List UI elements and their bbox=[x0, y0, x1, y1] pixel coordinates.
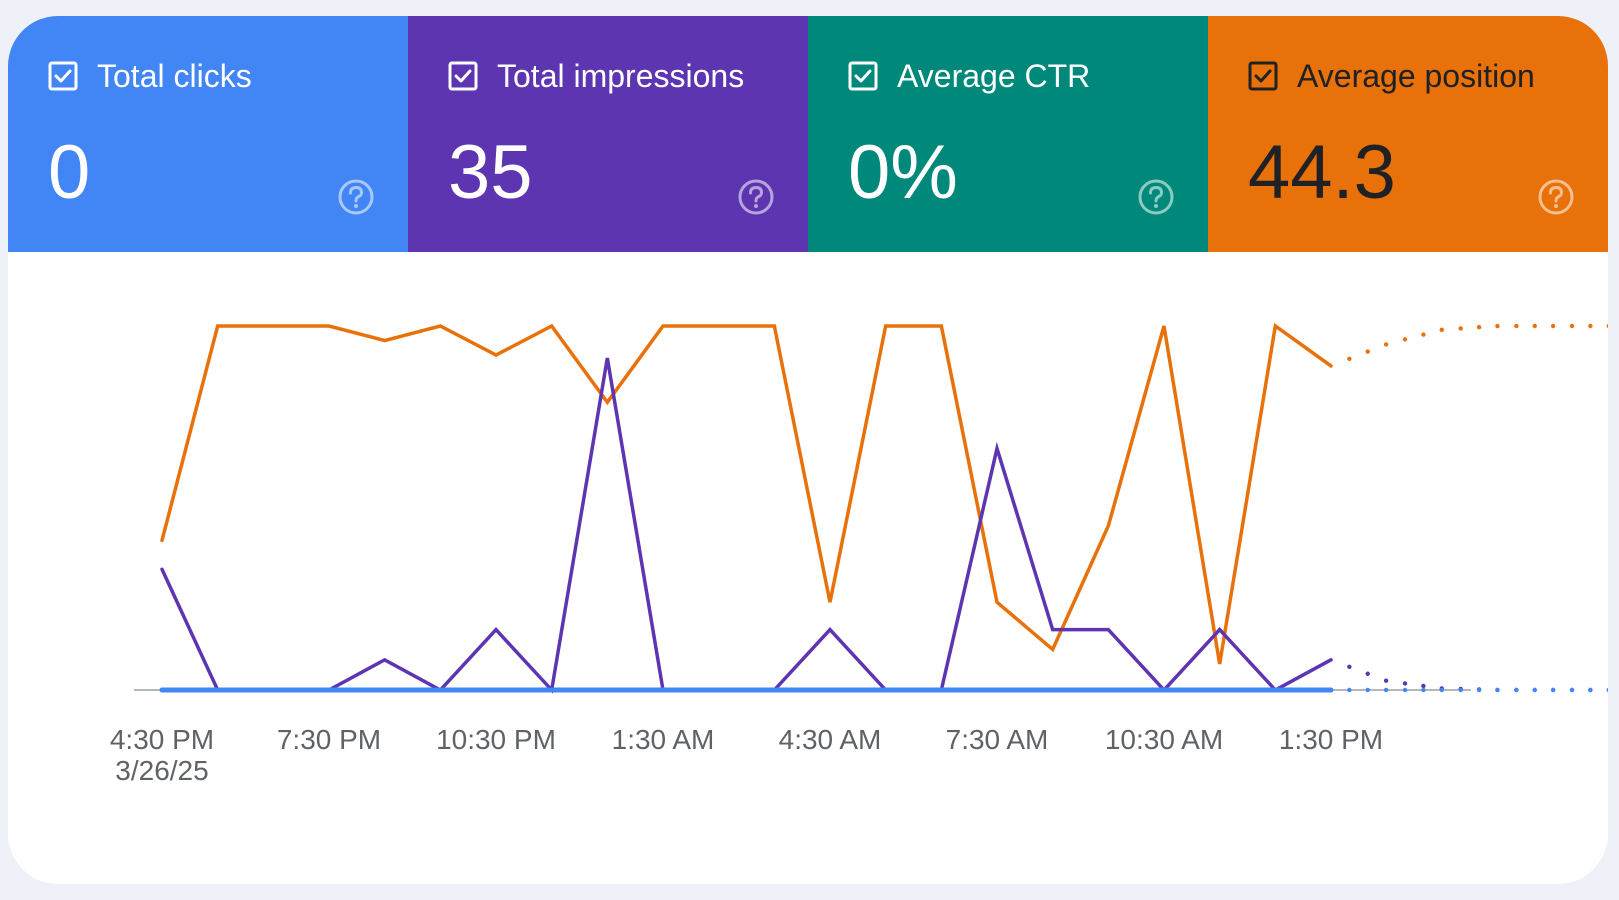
series-projection-dot-clicks bbox=[1383, 687, 1389, 693]
series-projection-dot-clicks bbox=[1532, 687, 1537, 693]
metric-label: Average position bbox=[1297, 58, 1535, 94]
series-projection-dot-position bbox=[1550, 323, 1556, 329]
x-tick-label: 4:30 PM bbox=[110, 724, 214, 755]
metric-tile-total-clicks[interactable]: Total clicks 0 bbox=[8, 16, 408, 252]
series-line-position bbox=[160, 322, 1333, 665]
metric-tile-average-ctr[interactable]: Average CTR 0% bbox=[808, 16, 1208, 252]
series-projection-dot-impressions bbox=[1383, 678, 1389, 683]
checkbox-checked-icon[interactable] bbox=[448, 61, 478, 91]
series-projection-dot-clicks bbox=[1439, 687, 1444, 693]
performance-card: Total clicks 0 Total impressions 35 Aver… bbox=[8, 16, 1608, 884]
series-projection-dot-clicks bbox=[1588, 687, 1593, 693]
x-tick-label: 10:30 AM bbox=[1105, 724, 1223, 755]
help-circle-icon[interactable] bbox=[337, 178, 375, 216]
series-projection-dot-position bbox=[1439, 327, 1444, 332]
series-projection-dot-clicks bbox=[1421, 687, 1426, 693]
series-projection-dot-clicks bbox=[1347, 687, 1352, 693]
series-projection-dot-impressions bbox=[1421, 683, 1426, 689]
performance-chart: 4:30 PM 3/26/25 7:30 PM 10:30 PM 1:30 AM 4:30… bbox=[8, 252, 1608, 884]
metric-label: Total impressions bbox=[497, 58, 745, 94]
help-circle-icon[interactable] bbox=[1537, 178, 1575, 216]
series-projection-dot-position bbox=[1365, 349, 1370, 354]
checkbox-checked-icon[interactable] bbox=[848, 61, 878, 91]
series-projection-dot-position bbox=[1347, 356, 1352, 361]
series-projection-dot-impressions bbox=[1402, 681, 1408, 686]
x-tick-label: 7:30 PM bbox=[277, 724, 381, 755]
metric-tile-total-impressions[interactable]: Total impressions 35 bbox=[408, 16, 808, 252]
x-tick-label: 10:30 PM bbox=[436, 724, 556, 755]
series-projection-dot-position bbox=[1532, 323, 1537, 329]
series-projection-dot-position bbox=[1421, 332, 1426, 337]
metric-value: 35 bbox=[448, 130, 533, 215]
metric-tiles: Total clicks 0 Total impressions 35 Aver… bbox=[8, 16, 1608, 252]
checkbox-checked-icon[interactable] bbox=[1248, 61, 1278, 91]
series-projection-dot-position bbox=[1476, 325, 1482, 330]
help-circle-icon[interactable] bbox=[1137, 178, 1175, 216]
x-tick-date-label: 3/26/25 bbox=[115, 755, 208, 786]
series-projection-dot-position bbox=[1569, 323, 1575, 329]
help-circle-icon[interactable] bbox=[737, 178, 775, 216]
series-projection-dot-clicks bbox=[1365, 687, 1370, 693]
series-projection-dot-clicks bbox=[1476, 687, 1482, 693]
series-projection-dot-position bbox=[1588, 323, 1593, 329]
series-projection-dot-clicks bbox=[1458, 687, 1463, 693]
series-projection-dot-clicks bbox=[1606, 687, 1608, 693]
series-projection-dot-clicks bbox=[1495, 687, 1500, 693]
series-projection-dot-impressions bbox=[1347, 664, 1352, 669]
series-projection-dot-position bbox=[1606, 323, 1608, 329]
series-projection-dot-clicks bbox=[1569, 687, 1575, 693]
series-projection-dot-clicks bbox=[1550, 687, 1556, 693]
x-tick-label: 1:30 PM bbox=[1279, 724, 1383, 755]
metric-tile-average-position[interactable]: Average position 44.3 bbox=[1208, 16, 1608, 252]
series-projection-dot-impressions bbox=[1365, 671, 1370, 676]
series-projection-dot-position bbox=[1514, 323, 1519, 329]
x-tick-label: 7:30 AM bbox=[946, 724, 1049, 755]
series-projection-dot-position bbox=[1458, 326, 1463, 331]
series-projection-dot-clicks bbox=[1402, 687, 1408, 693]
metric-label: Total clicks bbox=[97, 58, 252, 94]
checkbox-checked-icon[interactable] bbox=[48, 61, 78, 91]
metric-label: Average CTR bbox=[897, 58, 1091, 94]
metric-value: 0% bbox=[848, 130, 958, 215]
series-projection-dot-position bbox=[1495, 323, 1500, 329]
series-projection-dot-position bbox=[1383, 342, 1389, 347]
series-line-impressions bbox=[160, 357, 1333, 694]
series-projection-dot-position bbox=[1402, 337, 1408, 342]
series-projection-dot-clicks bbox=[1514, 687, 1519, 693]
line-chart: 4:30 PM3/26/25 7:30 PM 10:30 PM 1:30 AM 4:30… bbox=[110, 322, 1608, 786]
metric-value: 44.3 bbox=[1248, 130, 1396, 215]
x-tick-label: 1:30 AM bbox=[612, 724, 715, 755]
metric-value: 0 bbox=[48, 130, 91, 215]
x-tick-label: 4:30 AM bbox=[779, 724, 882, 755]
